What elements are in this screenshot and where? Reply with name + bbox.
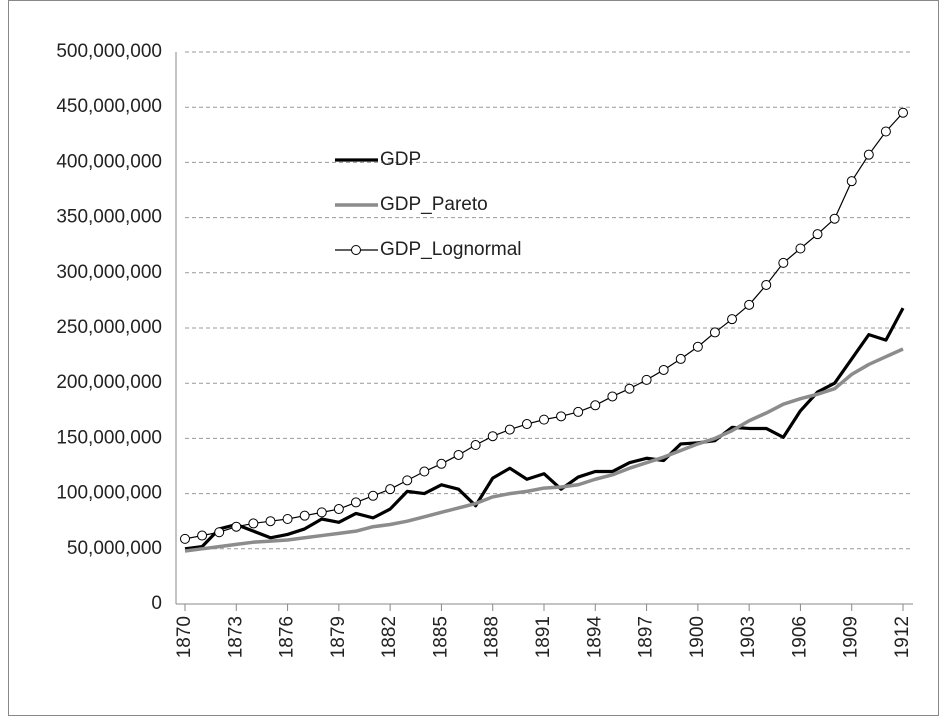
legend-label: GDP_Lognormal [380,239,522,260]
marker [504,424,515,435]
y-tick-label: 350,000,000 [56,207,162,228]
x-tick-label: 1885 [430,616,451,658]
legend-label: GDP [380,149,421,170]
marker [265,516,276,527]
marker [727,314,738,325]
marker [795,243,806,254]
marker [436,458,447,469]
x-tick-label: 1876 [277,616,298,658]
marker [829,213,840,224]
marker [333,504,344,515]
marker [539,414,549,425]
marker [846,176,857,187]
x-tick-label: 1897 [636,616,657,658]
x-tick-label: 1909 [841,616,862,658]
y-tick-label: 50,000,000 [67,538,162,559]
marker [898,107,908,118]
marker [316,507,327,518]
marker [402,475,413,486]
x-tick-label: 1873 [225,616,246,658]
y-tick-label: 150,000,000 [56,427,162,448]
y-tick-label: 400,000,000 [56,151,162,172]
y-tick-label: 200,000,000 [56,372,162,393]
legend-marker [351,245,361,255]
marker [248,518,259,529]
marker [180,533,190,544]
y-tick-label: 450,000,000 [56,96,162,117]
x-tick-label: 1903 [738,616,759,658]
marker [709,327,720,338]
y-tick-label: 100,000,000 [56,483,162,504]
x-tick-label: 1870 [174,616,195,658]
x-tick-label: 1882 [379,616,400,658]
legend-label: GDP_Pareto [380,194,488,215]
x-tick-label: 1900 [687,616,708,658]
x-tick-label: 1912 [892,616,913,658]
marker [863,149,874,160]
marker [556,411,567,422]
marker [607,391,618,402]
marker [521,419,532,430]
y-tick-label: 300,000,000 [56,262,162,283]
marker [880,126,891,137]
marker [692,341,703,352]
marker [778,257,789,268]
chart-border [8,0,939,716]
y-tick-label: 500,000,000 [56,41,162,62]
marker [675,353,686,364]
marker [658,364,669,375]
marker [350,497,361,508]
y-tick-label: 0 [151,593,162,614]
marker [590,400,601,411]
marker [624,383,635,394]
x-tick-label: 1888 [482,616,503,658]
marker [299,510,310,521]
marker [744,299,755,310]
x-tick-label: 1906 [789,616,810,658]
series-line [184,307,905,551]
marker [385,484,396,495]
marker [197,530,208,541]
marker [231,521,242,532]
marker [761,279,772,290]
marker [419,466,430,477]
marker [214,527,225,538]
marker [487,431,498,442]
marker [368,490,379,501]
marker [641,374,652,385]
marker [573,406,584,417]
marker [812,229,823,240]
marker [470,440,481,451]
marker [282,513,293,524]
x-tick-label: 1891 [533,616,554,658]
marker [453,449,464,460]
x-tick-label: 1894 [584,616,605,659]
x-tick-label: 1879 [328,616,349,658]
y-tick-label: 250,000,000 [56,317,162,338]
series-line [184,347,904,553]
